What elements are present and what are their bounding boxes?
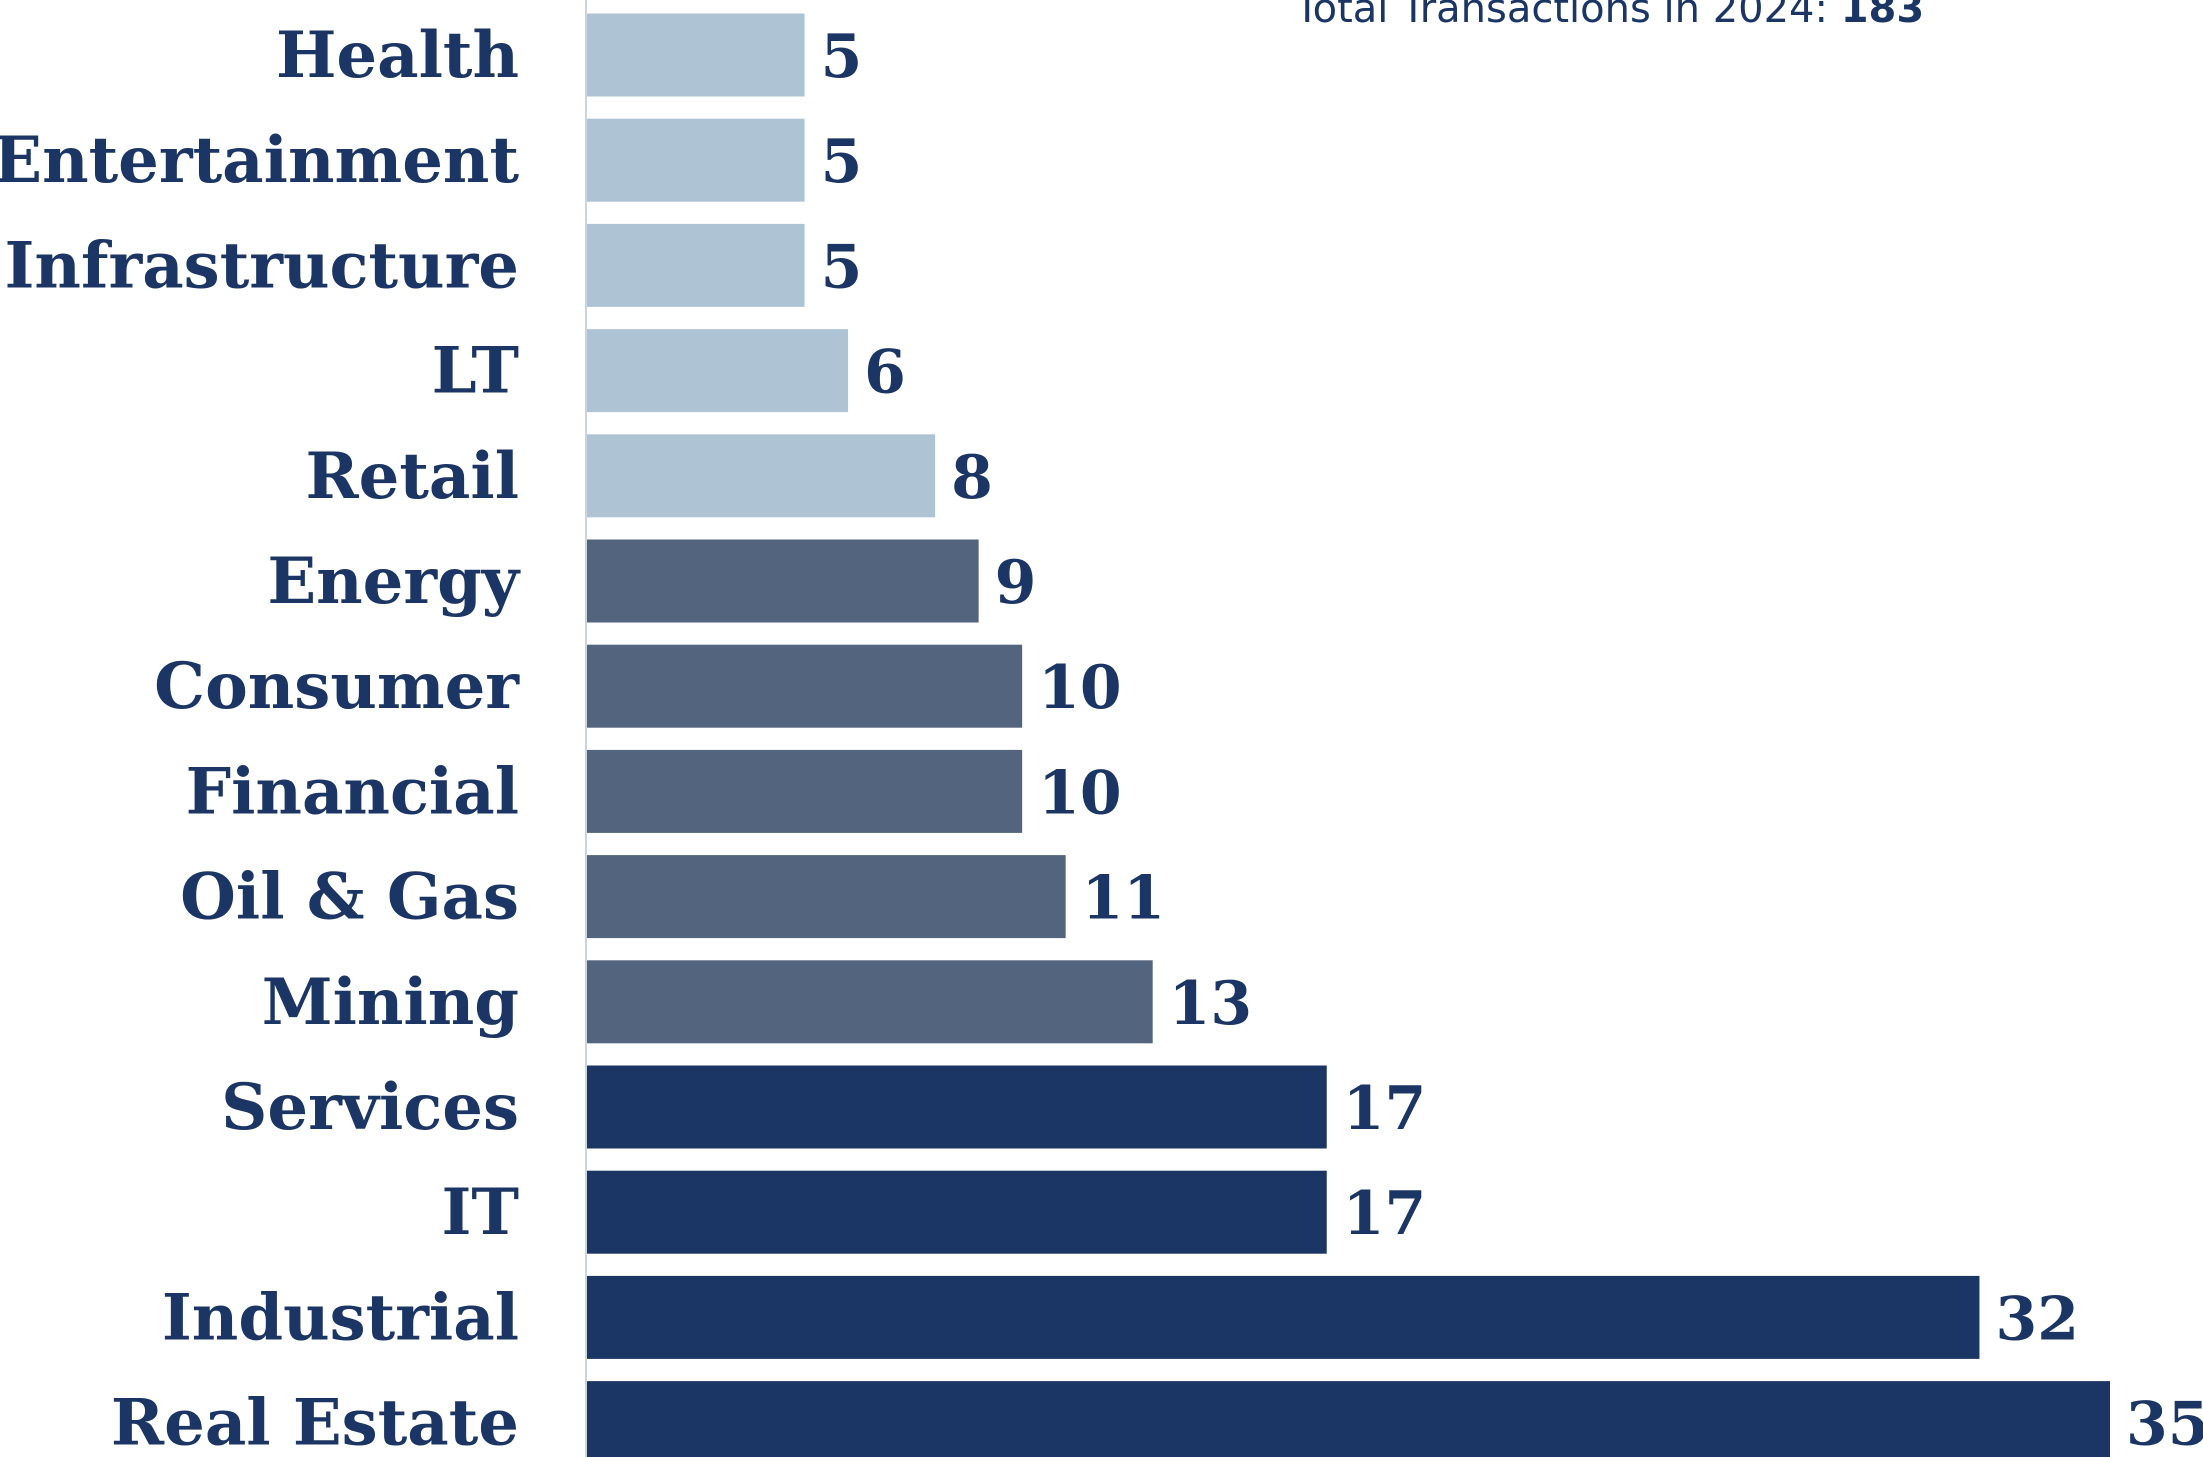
- annotation-text: Total Transactions in 2024:: [1294, 0, 1828, 32]
- annotation-value: 183: [1841, 0, 1925, 32]
- category-label: Infrastructure: [4, 228, 519, 303]
- category-label: Entertainment: [0, 123, 519, 198]
- value-label: 5: [821, 127, 863, 197]
- annotation: Total Transactions in 2024: 183: [1294, 0, 1924, 32]
- value-label: 9: [995, 548, 1037, 618]
- bar: [587, 539, 979, 623]
- bar: [587, 855, 1066, 939]
- category-label: Consumer: [154, 649, 520, 724]
- category-label: Financial: [186, 754, 519, 829]
- category-label: Retail: [305, 439, 519, 514]
- bar: [587, 329, 849, 413]
- bar: [587, 434, 936, 518]
- value-label: 6: [864, 338, 906, 408]
- value-label: 8: [951, 443, 993, 513]
- category-label: Industrial: [162, 1280, 519, 1355]
- category-label: Mining: [262, 965, 519, 1040]
- category-label: IT: [441, 1175, 519, 1250]
- bar: [587, 223, 805, 307]
- bar: [587, 1065, 1327, 1149]
- bar: [587, 1170, 1327, 1254]
- value-label: 5: [821, 232, 863, 302]
- category-label: Services: [221, 1070, 519, 1145]
- bar: [587, 749, 1023, 833]
- bar: [587, 644, 1023, 728]
- category-label: Health: [276, 18, 519, 93]
- value-label: 35: [2126, 1390, 2203, 1457]
- bar: [587, 960, 1153, 1044]
- bar: [587, 118, 805, 202]
- value-label: 17: [1343, 1074, 1427, 1144]
- bar: [587, 1381, 2110, 1457]
- value-label: 5: [821, 22, 863, 92]
- category-label: Energy: [267, 544, 521, 619]
- category-label: Real Estate: [111, 1386, 519, 1457]
- value-label: 32: [1995, 1284, 2078, 1354]
- bar: [587, 1275, 1980, 1359]
- bar: [587, 13, 805, 97]
- value-label: 10: [1038, 758, 1122, 828]
- category-label: Oil & Gas: [180, 860, 519, 935]
- value-label: 11: [1082, 864, 1166, 934]
- value-label: 10: [1038, 653, 1122, 723]
- value-label: 17: [1343, 1179, 1427, 1249]
- value-label: 13: [1169, 969, 1253, 1039]
- category-label: LT: [432, 334, 519, 409]
